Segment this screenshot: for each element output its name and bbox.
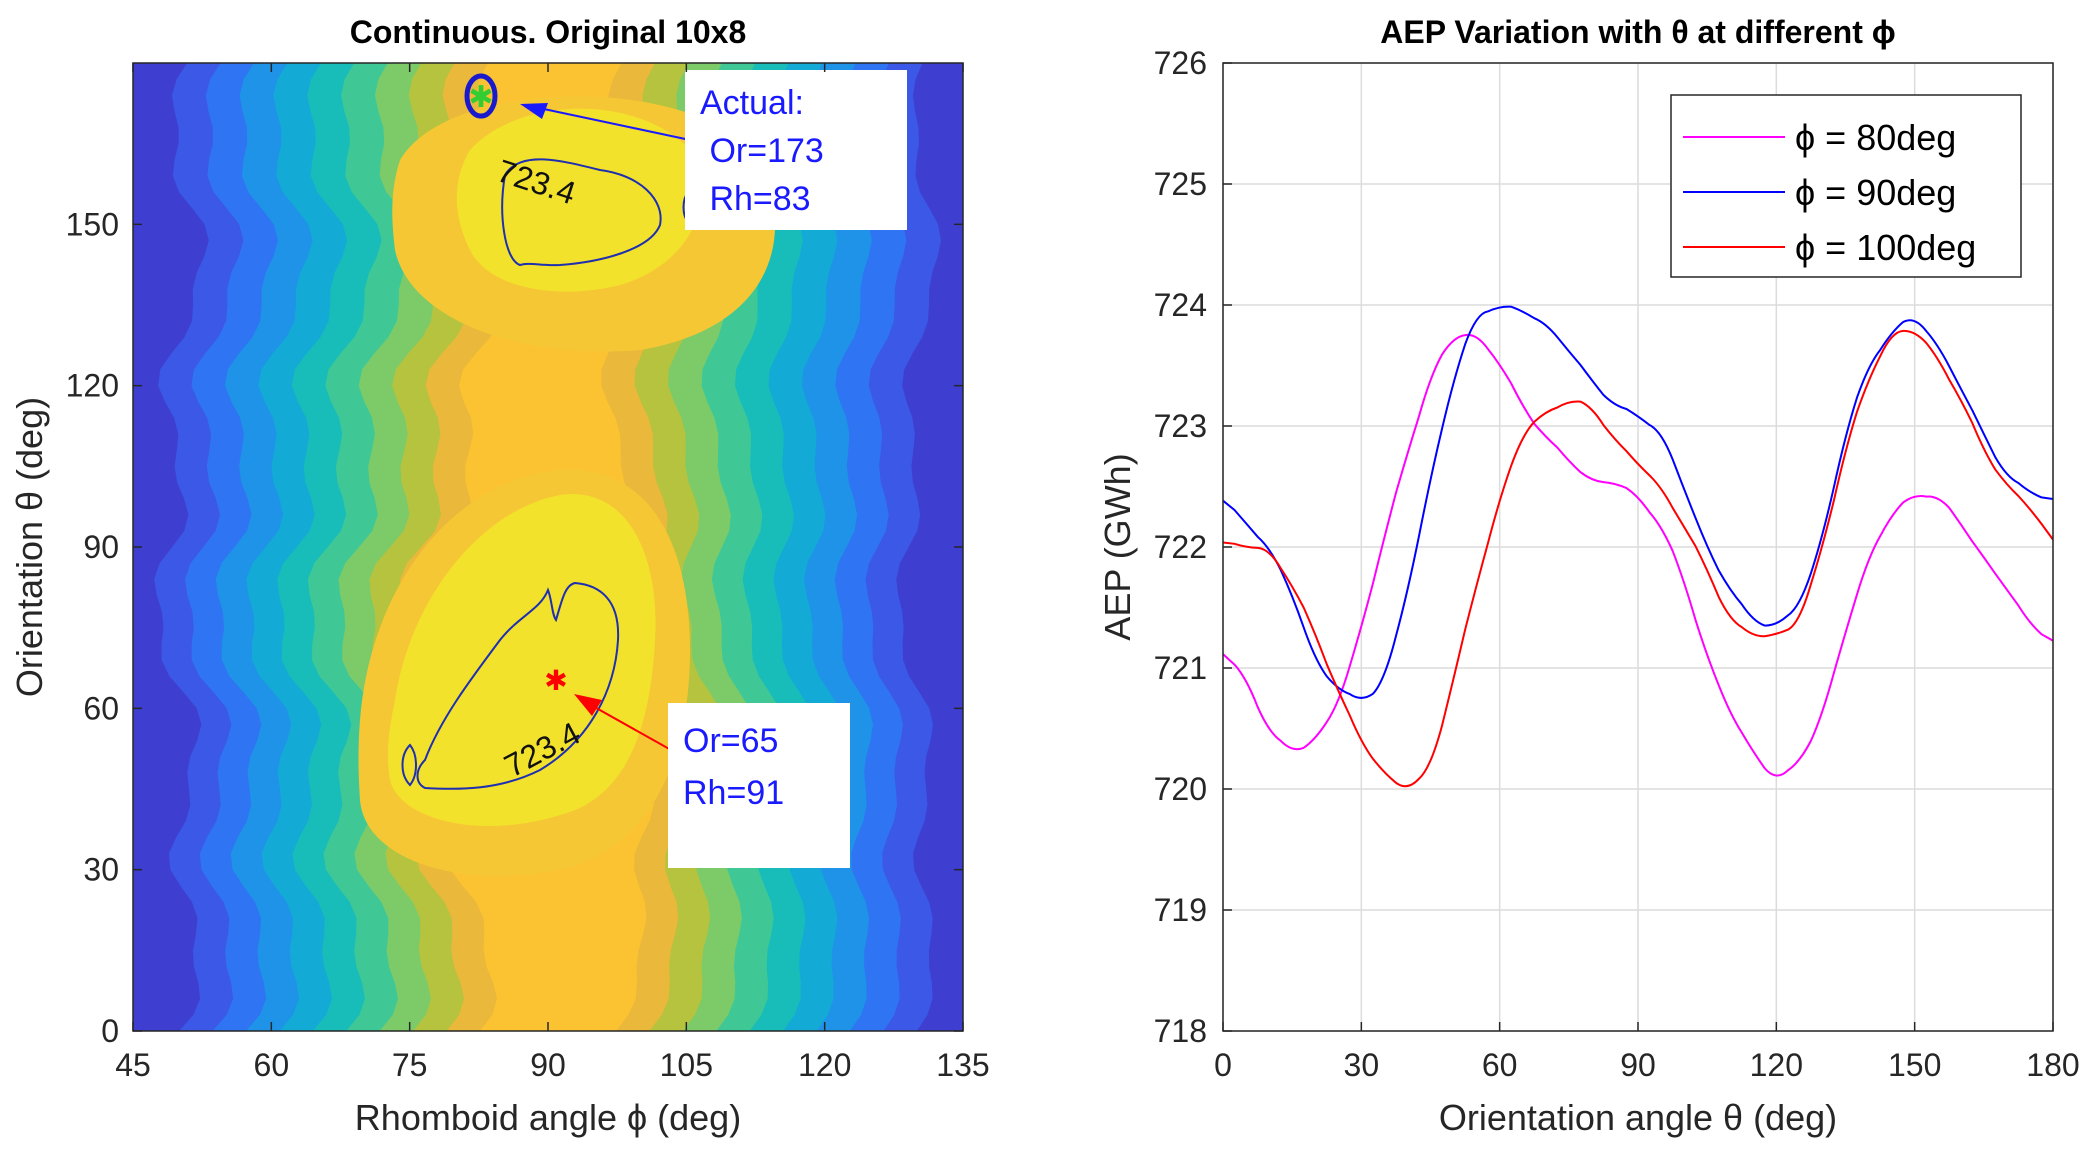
right-x-tick-label: 90 xyxy=(1620,1047,1656,1083)
series-line-1 xyxy=(1223,333,2053,777)
legend-label-2: ϕ = 90deg xyxy=(1795,172,1956,213)
actual-marker: ✱ xyxy=(468,80,493,115)
right-y-axis-label: AEP (GWh) xyxy=(1097,453,1138,640)
left-y-tick-label: 150 xyxy=(66,206,119,242)
right-x-tick-label: 150 xyxy=(1888,1047,1941,1083)
right-chart-title: AEP Variation with θ at different ϕ xyxy=(1380,14,1895,50)
left-chart-title: Continuous. Original 10x8 xyxy=(350,14,747,50)
left-x-tick-label: 105 xyxy=(660,1047,713,1083)
left-y-tick-label: 60 xyxy=(83,690,119,726)
left-x-axis-label: Rhomboid angle ϕ (deg) xyxy=(355,1097,741,1138)
right-axis-ticks: 0 30 60 90 120 150 180 718 719 720 721 722 723 724 725… xyxy=(1154,45,2080,1083)
left-y-tick-label: 120 xyxy=(66,368,119,404)
contour-line-upper xyxy=(501,158,662,267)
left-y-tick-label: 90 xyxy=(83,529,119,565)
right-y-tick-label: 724 xyxy=(1154,287,1207,323)
series-line-3 xyxy=(1223,329,2053,788)
right-x-tick-label: 30 xyxy=(1344,1047,1380,1083)
left-y-tick-label: 0 xyxy=(101,1013,119,1049)
right-y-tick-label: 723 xyxy=(1154,408,1207,444)
right-series-group xyxy=(1223,305,2053,788)
line-plot: AEP Variation with θ at different ϕ 0 30 6… xyxy=(1097,14,2080,1138)
left-x-tick-label: 120 xyxy=(798,1047,851,1083)
right-y-tick-label: 726 xyxy=(1154,45,1207,81)
actual-annotation: Actual: Or=173 Rh=83 xyxy=(685,70,907,230)
right-y-tick-label: 719 xyxy=(1154,892,1207,928)
right-y-tick-label: 722 xyxy=(1154,529,1207,565)
optimum-annotation-line-1: Or=65 xyxy=(683,722,778,760)
left-y-tick-label: 30 xyxy=(83,852,119,888)
legend: ϕ = 80deg ϕ = 90deg ϕ = 100deg xyxy=(1670,94,2022,278)
right-x-tick-label: 180 xyxy=(2026,1047,2079,1083)
left-axis-ticks: 45 60 75 90 105 120 135 0 30 60 90 120 150 xyxy=(66,63,990,1083)
right-x-tick-label: 0 xyxy=(1214,1047,1232,1083)
actual-annotation-line-3: Rh=83 xyxy=(700,180,811,218)
legend-label-1: ϕ = 80deg xyxy=(1795,117,1956,158)
right-x-tick-label: 60 xyxy=(1482,1047,1518,1083)
actual-annotation-line-2: Or=173 xyxy=(700,132,824,170)
series-line-2 xyxy=(1223,305,2053,699)
actual-annotation-line-1: Actual: xyxy=(700,84,804,122)
left-x-tick-label: 135 xyxy=(936,1047,989,1083)
optimum-arrow xyxy=(574,694,681,756)
actual-marker-ring xyxy=(464,73,498,119)
left-x-tick-label: 90 xyxy=(530,1047,566,1083)
contour-line-lower xyxy=(416,581,620,790)
right-y-tick-label: 721 xyxy=(1154,650,1207,686)
right-y-tick-label: 720 xyxy=(1154,771,1207,807)
actual-arrow xyxy=(520,103,691,141)
optimum-annotation: Or=65 Rh=91 xyxy=(668,703,850,868)
contour-plot: Continuous. Original 10x8 723.4 723.4 ✱ … xyxy=(9,14,990,1138)
right-y-tick-label: 718 xyxy=(1154,1013,1207,1049)
peak-region-lower xyxy=(387,494,656,827)
right-y-tick-label: 725 xyxy=(1154,166,1207,202)
contour-line-lower-small xyxy=(401,743,417,787)
left-x-tick-label: 60 xyxy=(254,1047,290,1083)
optimum-marker: ✱ xyxy=(544,664,567,697)
optimum-annotation-line-2: Rh=91 xyxy=(683,774,784,812)
left-x-tick-label: 45 xyxy=(115,1047,151,1083)
legend-label-3: ϕ = 100deg xyxy=(1795,227,1976,268)
right-x-axis-label: Orientation angle θ (deg) xyxy=(1439,1097,1837,1138)
left-y-axis-label: Orientation θ (deg) xyxy=(9,397,50,697)
left-x-tick-label: 75 xyxy=(392,1047,428,1083)
right-x-tick-label: 120 xyxy=(1750,1047,1803,1083)
